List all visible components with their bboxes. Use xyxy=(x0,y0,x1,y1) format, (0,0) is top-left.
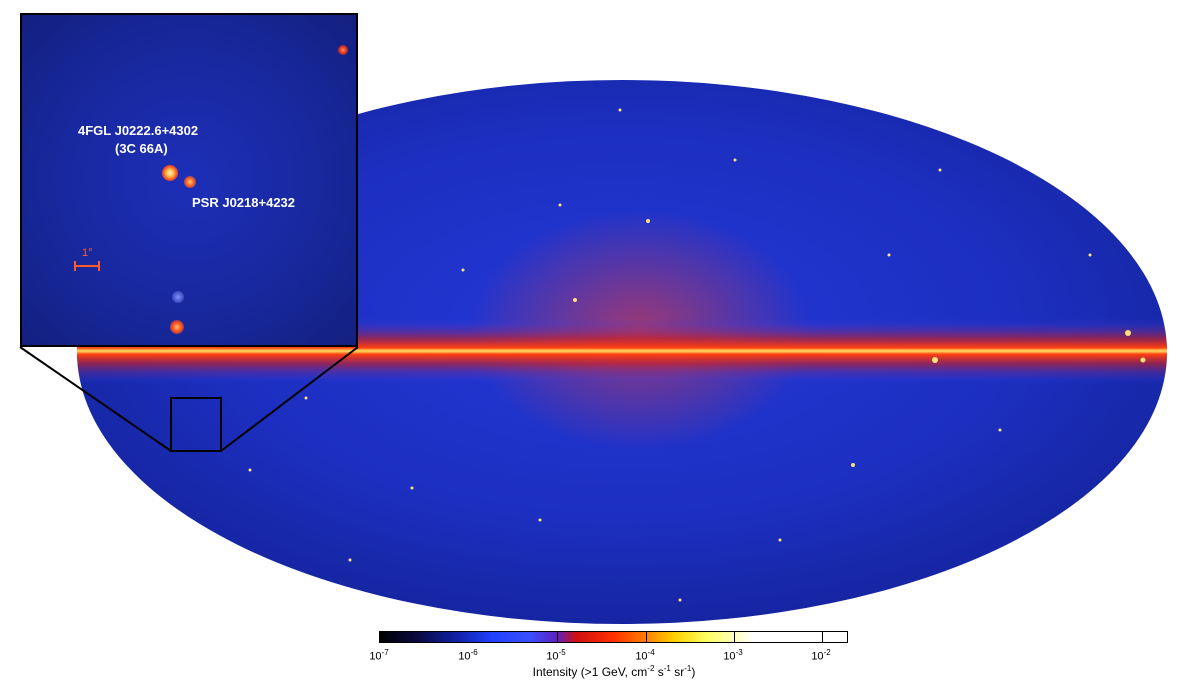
colorbar-tick xyxy=(734,632,735,643)
source-label-4fgl: 4FGL J0222.6+4302 xyxy=(78,123,199,138)
colorbar-tick xyxy=(557,632,558,643)
tick-label: 10-3 xyxy=(723,648,743,663)
zoom-line-left xyxy=(19,346,172,452)
colorbar-title: Intensity (>1 GeV, cm-2 s-1 sr-1) xyxy=(532,664,696,679)
source-blob-lower xyxy=(170,320,184,334)
colorbar xyxy=(379,631,848,643)
point-sources xyxy=(248,108,1146,602)
tick-label: 10-2 xyxy=(811,648,831,663)
tick-label: 10-4 xyxy=(635,648,655,663)
source-blob-3c66a xyxy=(162,165,178,181)
zoom-box xyxy=(170,397,222,452)
tick-label: 10-5 xyxy=(546,648,566,663)
tick-label: 10-6 xyxy=(458,648,478,663)
source-blob-faint xyxy=(172,291,184,303)
zoom-line-right xyxy=(220,346,359,452)
source-blob-psr xyxy=(184,176,196,188)
source-label-psr: PSR J0218+4232 xyxy=(192,195,296,210)
zoom-inset: 4FGL J0222.6+4302 (3C 66A) PSR J0218+423… xyxy=(20,13,358,347)
colorbar-tick xyxy=(822,632,823,643)
colorbar-tick xyxy=(646,632,647,643)
tick-label: 10-7 xyxy=(369,648,389,663)
scalebar-label: 1° xyxy=(82,247,93,259)
scalebar xyxy=(74,261,100,271)
source-blob-corner xyxy=(338,45,348,55)
source-label-3c66a: (3C 66A) xyxy=(115,141,168,156)
